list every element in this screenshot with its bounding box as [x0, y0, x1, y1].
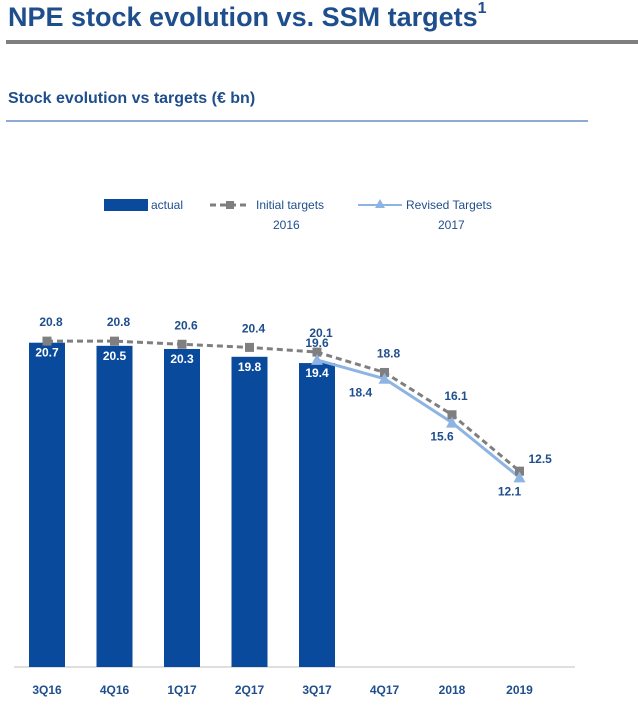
- bar-3Q16: [29, 342, 65, 667]
- initial-label-1Q17: 20.6: [174, 318, 198, 332]
- subtitle-divider: [6, 120, 588, 122]
- bar-3Q17: [299, 363, 335, 667]
- revised-point-2018: [446, 416, 458, 428]
- bar-value-1Q17: 20.3: [170, 352, 194, 366]
- bar-1Q17: [164, 348, 200, 667]
- x-tick-1Q17: 1Q17: [167, 683, 197, 697]
- initial-point-2Q17: [245, 342, 254, 352]
- initial-label-3Q16: 20.8: [39, 315, 63, 329]
- legend-initial-marker: [226, 201, 234, 209]
- initial-label-2Q17: 20.4: [242, 321, 266, 335]
- initial-point-1Q17: [177, 339, 187, 349]
- legend-actual-swatch: [104, 199, 148, 211]
- legend-revised-year: 2017: [438, 218, 465, 232]
- revised-targets-line: [316, 358, 521, 479]
- legend-initial-year: 2016: [273, 218, 300, 232]
- revised-label-3Q17: 19.6: [305, 336, 329, 350]
- page-title: NPE stock evolution vs. SSM targets1: [8, 0, 487, 33]
- legend-actual-label: actual: [151, 198, 183, 212]
- initial-point-3Q17: [312, 347, 322, 357]
- revised-label-2018: 15.6: [430, 430, 454, 444]
- bar-4Q16: [96, 345, 133, 667]
- legend: actual Initial targets 2016 Revised Targ…: [104, 198, 492, 232]
- initial-label-3Q17: 20.1: [309, 326, 333, 340]
- initial-label-2018: 16.1: [444, 389, 468, 403]
- x-tick-2018: 2018: [439, 683, 466, 697]
- bar-2Q17: [231, 356, 268, 667]
- x-tick-3Q16: 3Q16: [32, 683, 62, 697]
- initial-point-2019: [515, 466, 524, 476]
- initial-point-4Q17: [380, 367, 389, 377]
- initial-label-4Q16: 20.8: [107, 315, 131, 329]
- revised-point-3Q17: [311, 353, 323, 365]
- revised-label-2019: 12.1: [498, 484, 522, 498]
- initial-point-2018: [447, 410, 457, 420]
- legend-initial-label: Initial targets: [256, 198, 324, 212]
- revised-point-2019: [513, 471, 526, 483]
- x-tick-4Q16: 4Q16: [100, 683, 130, 697]
- bar-value-2Q17: 19.8: [238, 360, 262, 374]
- title-divider: [6, 40, 638, 44]
- bar-value-3Q17: 19.4: [305, 366, 329, 380]
- legend-revised-label: Revised Targets: [406, 198, 492, 212]
- initial-label-2019: 12.5: [529, 452, 553, 466]
- initial-point-4Q16: [110, 336, 119, 346]
- x-tick-3Q17: 3Q17: [302, 683, 332, 697]
- revised-point-4Q17: [378, 372, 391, 384]
- x-tick-4Q17: 4Q17: [370, 683, 400, 697]
- revised-label-4Q17: 18.4: [349, 386, 373, 400]
- page-title-text: NPE stock evolution vs. SSM targets: [8, 2, 478, 32]
- x-tick-2Q17: 2Q17: [235, 683, 265, 697]
- legend-revised-marker: [375, 199, 385, 208]
- x-tick-2019: 2019: [506, 683, 533, 697]
- chart-subtitle: Stock evolution vs targets (€ bn): [8, 90, 256, 107]
- initial-label-4Q17: 18.8: [377, 346, 401, 360]
- bar-value-4Q16: 20.5: [103, 349, 127, 363]
- initial-point-3Q16: [42, 336, 52, 346]
- title-footnote-marker: 1: [477, 0, 487, 17]
- bar-value-3Q16: 20.7: [35, 346, 59, 360]
- plot-area: 20.7 20.5 20.3 19.8 19.4 20.8 20.8 20.6 20.4 20.1…: [29, 315, 552, 697]
